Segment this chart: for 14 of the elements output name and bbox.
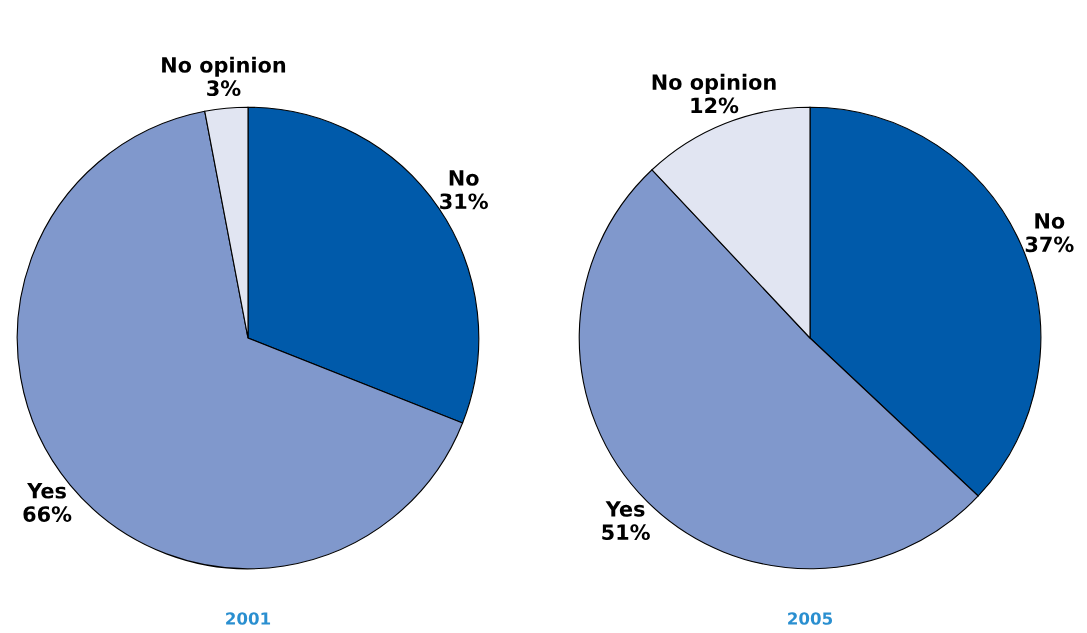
slice-label: No: [449, 170, 479, 186]
data-label: 66%: [23, 506, 72, 522]
data-label: 3%: [207, 80, 241, 97]
data-label: 37%: [1025, 236, 1074, 253]
text: 2001: [226, 612, 271, 625]
data-label: 12%: [691, 97, 739, 114]
slice-label: Yes: [27, 483, 66, 499]
slice-label: No: [1035, 213, 1065, 229]
slice-label: Yes: [605, 501, 645, 517]
slice-label: No opinion: [652, 73, 776, 94]
data-label: 31%: [440, 193, 488, 210]
data-label: 51%: [602, 524, 650, 541]
text: 2005: [788, 612, 833, 625]
slice-label: No opinion: [162, 56, 286, 77]
